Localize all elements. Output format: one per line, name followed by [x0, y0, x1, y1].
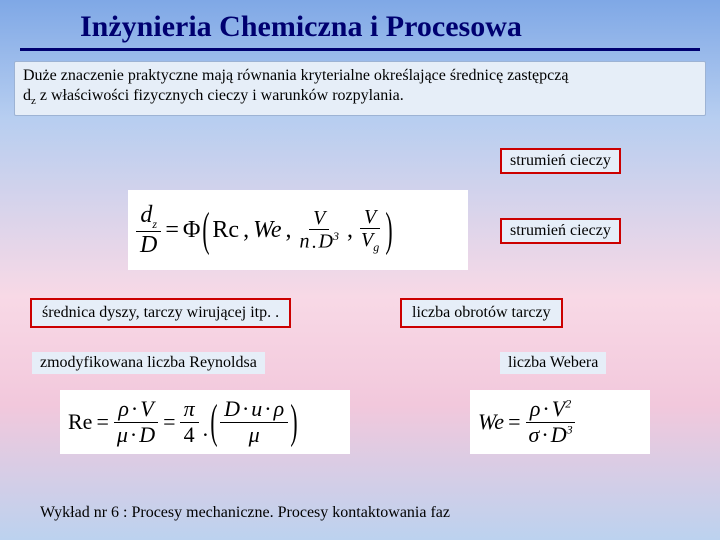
- intro-line1: Duże znaczenie praktyczne mają równania …: [23, 67, 568, 84]
- equation-weber-text: We= ρ·V2σ·D3: [478, 397, 577, 446]
- slide: Inżynieria Chemiczna i Procesowa Duże zn…: [0, 0, 720, 540]
- label-reynolds: zmodyfikowana liczba Reynoldsa: [32, 352, 265, 374]
- intro-text-box: Duże znaczenie praktyczne mają równania …: [14, 61, 706, 116]
- callout-diameter: średnica dyszy, tarczy wirującej itp. .: [30, 298, 291, 328]
- equation-main: dzD = Φ( Rc, We, Vn.D3, VVg ): [128, 190, 468, 270]
- footer-text: Wykład nr 6 : Procesy mechaniczne. Proce…: [40, 504, 450, 522]
- intro-line2a: d: [23, 87, 31, 104]
- page-title: Inżynieria Chemiczna i Procesowa: [0, 0, 720, 48]
- callout-stream-1: strumień cieczy: [500, 148, 621, 174]
- equation-weber: We= ρ·V2σ·D3: [470, 390, 650, 454]
- callout-stream-2: strumień cieczy: [500, 218, 621, 244]
- intro-line2b: z właściwości fizycznych cieczy i warunk…: [40, 87, 404, 104]
- intro-sub: z: [31, 95, 36, 107]
- label-weber: liczba Webera: [500, 352, 606, 374]
- callout-rotations: liczba obrotów tarczy: [400, 298, 563, 328]
- equation-main-text: dzD = Φ( Rc, We, Vn.D3, VVg ): [136, 202, 391, 258]
- equation-reynolds: Re= ρ·Vμ·D = π4 . ( D·u·ρμ ): [60, 390, 350, 454]
- title-underline: [20, 48, 700, 51]
- equation-reynolds-text: Re= ρ·Vμ·D = π4 . ( D·u·ρμ ): [68, 396, 296, 448]
